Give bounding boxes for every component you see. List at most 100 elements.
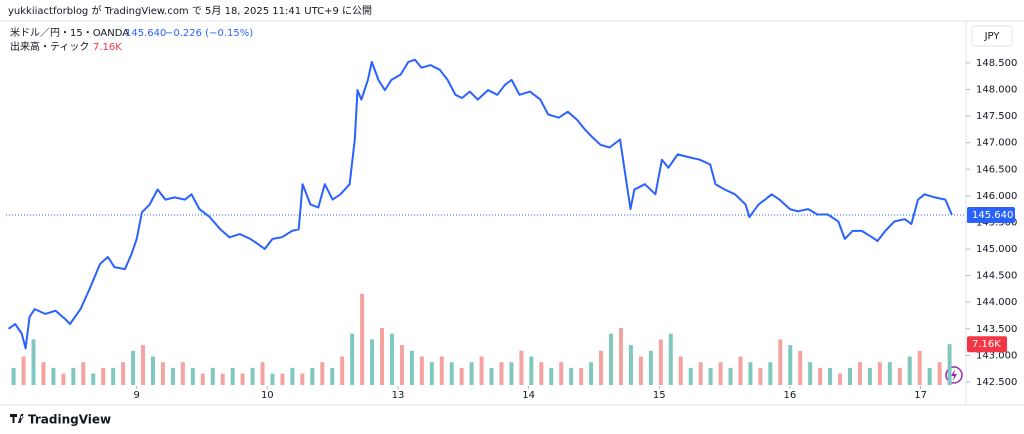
volume-bar xyxy=(310,367,315,385)
x-tick-label: 17 xyxy=(914,390,927,401)
x-tick-label: 9 xyxy=(133,390,139,401)
volume-bar xyxy=(389,333,394,385)
volume-bar xyxy=(479,356,484,385)
volume-bar xyxy=(778,339,783,385)
y-tick-label: 144.000 xyxy=(976,297,1017,308)
footer-logo xyxy=(10,414,24,423)
volume-title: 出来高・ティック xyxy=(10,40,89,53)
volume-bar xyxy=(160,362,165,385)
volume-bar xyxy=(887,362,892,385)
volume-bar xyxy=(31,339,36,385)
volume-bar xyxy=(718,362,723,385)
volume-bar xyxy=(370,339,375,385)
y-tick-label: 147.000 xyxy=(976,138,1017,149)
alert-bolt xyxy=(951,369,957,381)
volume-bar xyxy=(21,356,26,385)
volume-bar xyxy=(250,367,255,385)
volume-bar xyxy=(867,367,872,385)
volume-bar xyxy=(628,345,633,385)
volume-bar xyxy=(947,344,952,385)
volume-bar xyxy=(857,362,862,385)
volume-bar xyxy=(240,373,245,385)
volume-bar xyxy=(788,345,793,385)
volume-bar xyxy=(111,367,116,385)
volume-bar xyxy=(71,367,76,385)
volume-bar xyxy=(668,333,673,385)
volume-bar xyxy=(380,328,385,385)
volume-bar xyxy=(618,328,623,385)
x-tick-label: 14 xyxy=(522,390,535,401)
last-price-text: 145.640 xyxy=(125,28,166,39)
volume-bar xyxy=(519,350,524,385)
volume-bar xyxy=(758,367,763,385)
volume-bar xyxy=(41,362,46,385)
change: −0.226 (−0.15%) xyxy=(165,28,253,39)
volume-bar xyxy=(509,362,514,385)
volume-bar xyxy=(599,350,604,385)
volume-bar xyxy=(838,373,843,385)
volume-bar xyxy=(61,373,66,385)
x-tick-label: 15 xyxy=(653,390,666,401)
y-tick-label: 143.000 xyxy=(976,350,1017,361)
volume-bar xyxy=(190,367,195,385)
y-tick-label: 148.500 xyxy=(976,58,1017,69)
volume-bar xyxy=(638,356,643,385)
y-tick-label: 148.000 xyxy=(976,85,1017,96)
footer: TradingView xyxy=(28,413,111,427)
y-tick-label: 143.500 xyxy=(976,324,1017,335)
volume-bar xyxy=(688,367,693,385)
volume-bar xyxy=(658,339,663,385)
volume-bar xyxy=(798,350,803,385)
volume-bar xyxy=(569,367,574,385)
volume-bar xyxy=(648,350,653,385)
volume-bar xyxy=(708,367,713,385)
volume-bar xyxy=(529,356,534,385)
currency: JPY xyxy=(984,31,1001,42)
volume-bar xyxy=(907,356,912,385)
y-tick-label: 146.500 xyxy=(976,164,1017,175)
currency-button[interactable] xyxy=(971,25,1013,47)
volume-bar xyxy=(170,367,175,385)
header: yukkiiactforblog が TradingView.com で 5月 … xyxy=(8,4,372,17)
volume-bar xyxy=(200,373,205,385)
volume-bar xyxy=(549,367,554,385)
volume-bar xyxy=(419,356,424,385)
volume-bar xyxy=(280,373,285,385)
volume-bar xyxy=(230,367,235,385)
volume-bar xyxy=(290,367,295,385)
volume-bar xyxy=(340,356,345,385)
volume-last-box xyxy=(967,336,1007,353)
volume-bar xyxy=(917,350,922,385)
volume-last-label: 7.16K xyxy=(972,339,1001,350)
volume-bar xyxy=(847,367,852,385)
volume-bar xyxy=(121,362,126,385)
symbol: 米ドル／円・15・OANDA xyxy=(10,26,129,39)
volume-bar xyxy=(81,362,86,385)
volume-bar xyxy=(350,333,355,385)
volume-bar xyxy=(499,362,504,385)
price-line xyxy=(8,58,953,350)
x-tick-label: 13 xyxy=(392,390,405,401)
last-price-label: 145.640 xyxy=(972,210,1013,221)
volume-bar xyxy=(270,373,275,385)
volume-bar xyxy=(609,333,614,385)
volume-bar xyxy=(808,362,813,385)
volume-bar xyxy=(300,373,305,385)
x-tick-label: 10 xyxy=(261,390,274,401)
volume-bar xyxy=(180,362,185,385)
volume-bar xyxy=(678,356,683,385)
volume-bar xyxy=(399,345,404,385)
volume-bar xyxy=(559,362,564,385)
x-tick-label: 16 xyxy=(784,390,797,401)
volume-bar xyxy=(150,356,155,385)
volume-bar xyxy=(877,362,882,385)
volume-bar xyxy=(469,362,474,385)
volume-bar xyxy=(360,293,365,385)
volume-bar xyxy=(409,350,414,385)
y-tick-label: 147.500 xyxy=(976,111,1017,122)
y-tick-label: 142.500 xyxy=(976,377,1017,388)
volume-bar xyxy=(828,367,833,385)
volume-bar xyxy=(101,367,106,385)
volume-bar xyxy=(91,373,96,385)
